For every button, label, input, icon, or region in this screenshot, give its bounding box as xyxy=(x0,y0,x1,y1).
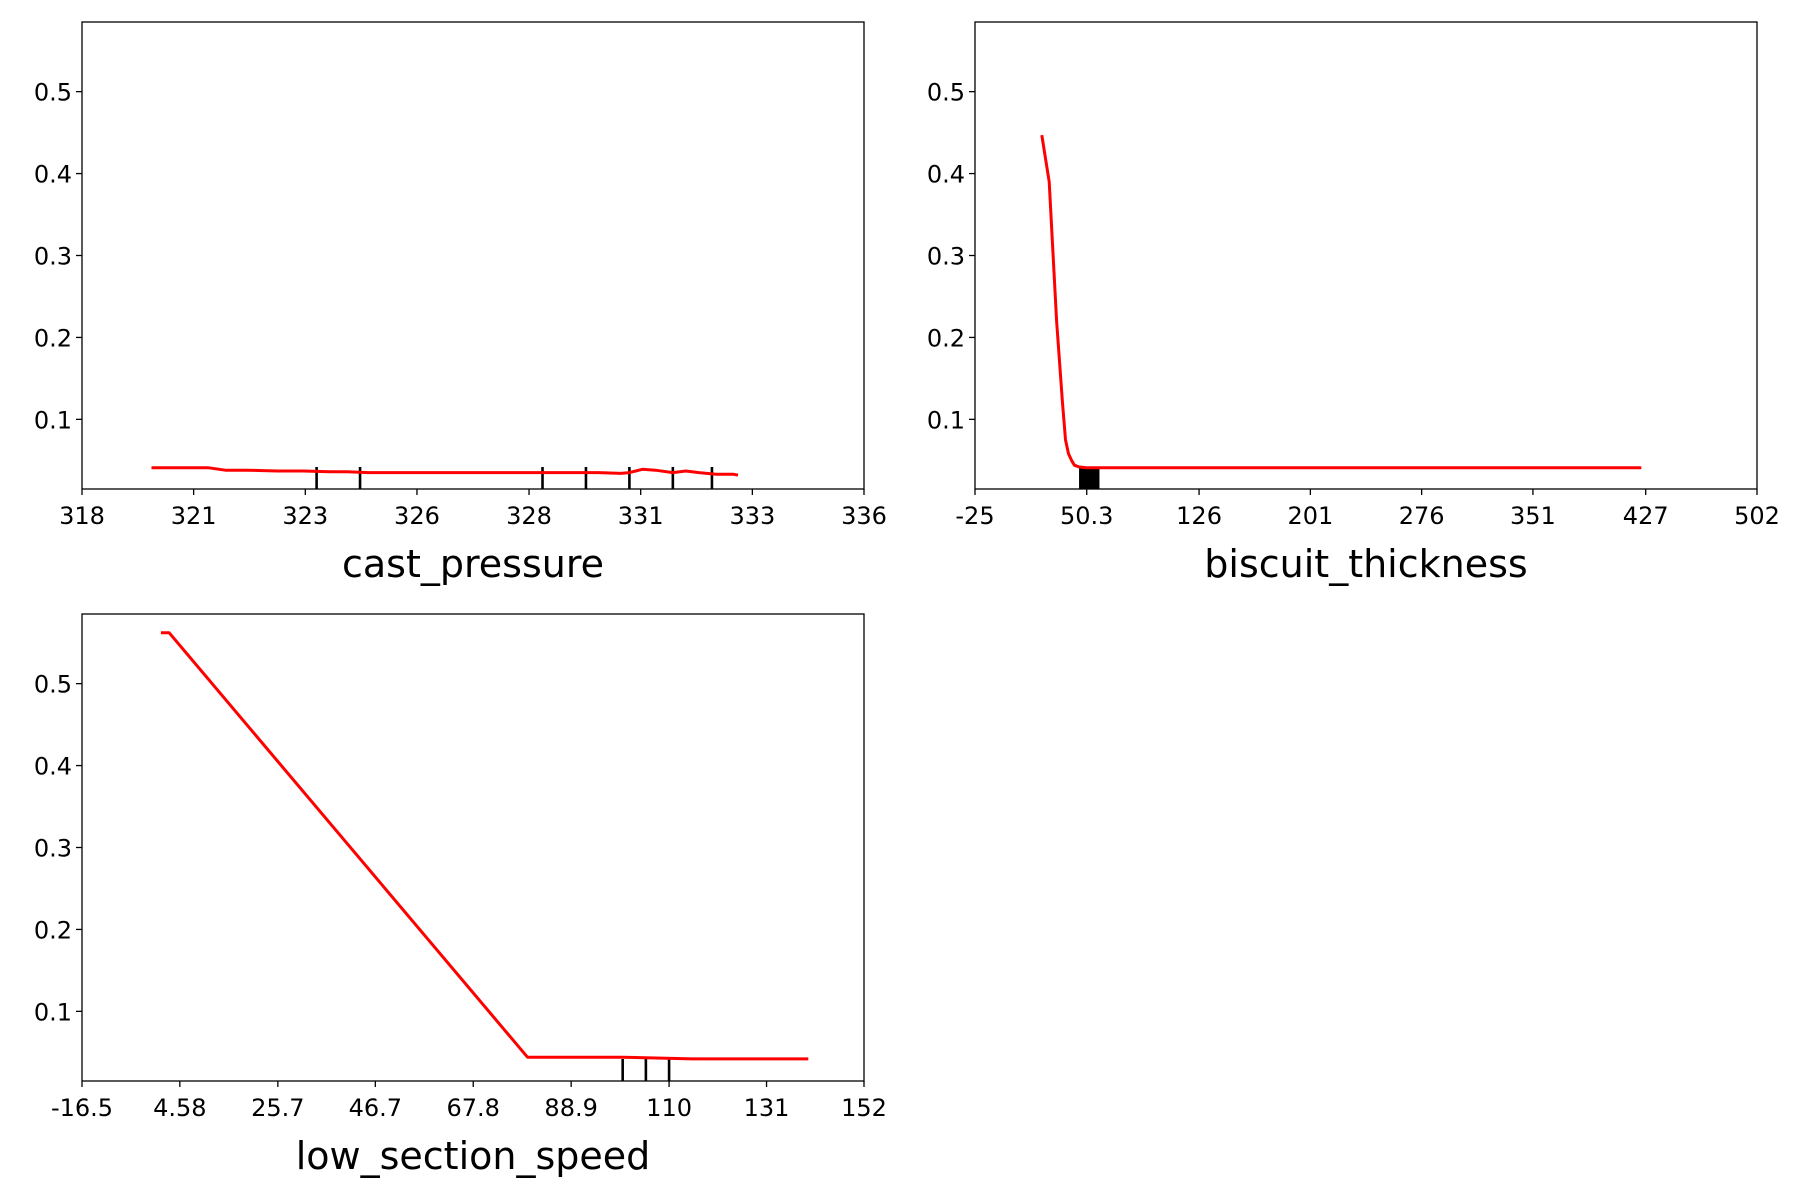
low-section-speed-axes-frame xyxy=(81,613,865,1082)
biscuit-thickness-x-axis-title: biscuit_thickness xyxy=(1204,542,1527,586)
low-section-speed-x-tick-label: 46.7 xyxy=(349,1094,402,1122)
cast-pressure-y-tick-label: 0.4 xyxy=(34,161,72,189)
biscuit-thickness-axes-frame xyxy=(974,21,1758,490)
cast-pressure-panel: 318 321 323 326 328 331 333 336 0.1 0.2 0.3 0.4 0.5 c… xyxy=(34,21,887,586)
cast-pressure-x-tick-label: 321 xyxy=(171,502,217,530)
cast-pressure-x-tick-label: 331 xyxy=(618,502,664,530)
cast-pressure-axes-frame xyxy=(81,21,865,490)
biscuit-thickness-x-tick-label: 50.3 xyxy=(1060,502,1113,530)
low-section-speed-x-tick-label: -16.5 xyxy=(51,1094,113,1122)
cast-pressure-x-tick-label: 318 xyxy=(59,502,105,530)
biscuit-thickness-dependence-line xyxy=(1040,134,1642,470)
biscuit-thickness-x-tick-label: 351 xyxy=(1510,502,1556,530)
biscuit-thickness-y-tick-label: 0.1 xyxy=(927,406,965,434)
low-section-speed-x-tick-label: 131 xyxy=(744,1094,790,1122)
low-section-speed-x-tick-label: 4.58 xyxy=(153,1094,206,1122)
biscuit-thickness-y-tick-label: 0.2 xyxy=(927,324,965,352)
biscuit-thickness-x-tick-label: 276 xyxy=(1399,502,1445,530)
cast-pressure-y-tick-label: 0.5 xyxy=(34,79,72,107)
cast-pressure-x-tick-label: 328 xyxy=(506,502,552,530)
low-section-speed-dependence-line xyxy=(160,631,809,1061)
biscuit-thickness-y-tick-label: 0.3 xyxy=(927,243,965,271)
low-section-speed-x-tick-label: 88.9 xyxy=(544,1094,597,1122)
biscuit-thickness-x-tick-label: 126 xyxy=(1176,502,1222,530)
cast-pressure-y-tick-label: 0.2 xyxy=(34,324,72,352)
biscuit-thickness-y-tick-label: 0.5 xyxy=(927,79,965,107)
low-section-speed-panel: -16.5 4.58 25.7 46.7 67.8 88.9 110 131 152 0.1 0.2… xyxy=(34,613,887,1178)
biscuit-thickness-panel: -25 50.3 126 201 276 351 427 502 0.1 0.2 0.3 0.4 0.5… xyxy=(927,21,1780,586)
biscuit-thickness-y-tick-label: 0.4 xyxy=(927,161,965,189)
low-section-speed-x-tick-label: 25.7 xyxy=(251,1094,304,1122)
cast-pressure-x-tick-label: 326 xyxy=(394,502,440,530)
cast-pressure-y-tick-label: 0.3 xyxy=(34,243,72,271)
cast-pressure-dependence-line xyxy=(151,466,739,477)
biscuit-thickness-x-tick-label: -25 xyxy=(955,502,994,530)
biscuit-thickness-x-tick-label: 502 xyxy=(1734,502,1780,530)
cast-pressure-x-axis-title: cast_pressure xyxy=(342,542,604,586)
biscuit-thickness-x-tick-label: 201 xyxy=(1287,502,1333,530)
low-section-speed-y-tick-label: 0.1 xyxy=(34,998,72,1026)
low-section-speed-y-tick-label: 0.5 xyxy=(34,671,72,699)
biscuit-thickness-x-tick-label: 427 xyxy=(1623,502,1669,530)
low-section-speed-x-tick-label: 110 xyxy=(646,1094,692,1122)
low-section-speed-y-tick-label: 0.4 xyxy=(34,753,72,781)
cast-pressure-x-tick-label: 333 xyxy=(729,502,775,530)
cast-pressure-x-tick-label: 323 xyxy=(282,502,328,530)
low-section-speed-x-tick-label: 67.8 xyxy=(447,1094,500,1122)
low-section-speed-y-tick-label: 0.2 xyxy=(34,916,72,944)
low-section-speed-x-tick-label: 152 xyxy=(841,1094,887,1122)
cast-pressure-x-tick-label: 336 xyxy=(841,502,887,530)
low-section-speed-x-axis-title: low_section_speed xyxy=(296,1134,651,1178)
cast-pressure-y-tick-label: 0.1 xyxy=(34,406,72,434)
low-section-speed-y-tick-label: 0.3 xyxy=(34,835,72,863)
